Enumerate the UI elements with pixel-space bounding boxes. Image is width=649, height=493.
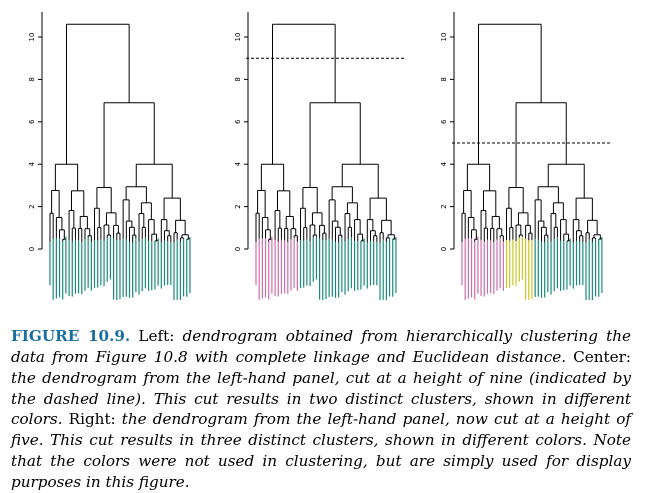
y-tick-label: 2	[28, 204, 36, 208]
y-tick-label: 6	[440, 119, 448, 124]
caption-left-text: dendrogram obtained from hierarchically …	[11, 327, 631, 366]
y-tick-label: 0	[28, 247, 36, 251]
y-tick-label: 8	[440, 77, 448, 81]
y-tick-label: 10	[234, 33, 242, 42]
y-tick-label: 4	[440, 161, 448, 166]
figure-label: FIGURE 10.9.	[11, 327, 131, 346]
y-tick-label: 6	[28, 119, 36, 124]
y-tick-label: 10	[28, 33, 36, 42]
y-tick-label: 0	[440, 247, 448, 251]
panel-left: 0 2 4 6 8 10	[28, 12, 191, 300]
y-tick-label: 6	[234, 119, 242, 124]
y-tick-label: 4	[234, 161, 242, 166]
caption-center-label: Center:	[566, 347, 631, 366]
y-tick-label: 8	[28, 77, 36, 81]
y-tick-label: 2	[440, 204, 448, 208]
caption-left-label: Left:	[130, 327, 183, 346]
y-tick-label: 4	[28, 161, 36, 166]
dendrogram-figure: 0 2 4 6 8 10 0 2 4 6 8 10 0 2 4 6 8 10	[28, 12, 610, 300]
y-tick-label: 10	[440, 33, 448, 42]
y-tick-label: 8	[234, 77, 242, 81]
panel-right: 0 2 4 6 8 10	[440, 12, 610, 300]
caption-right-label: Right:	[62, 410, 122, 429]
y-tick-label: 0	[234, 247, 242, 251]
panel-center: 0 2 4 6 8 10	[234, 12, 404, 300]
y-tick-label: 2	[234, 204, 242, 208]
dendrogram-panels: 0 2 4 6 8 10 0 2 4 6 8 10 0 2 4 6 8 10	[28, 12, 610, 300]
figure-caption: FIGURE 10.9. Left: dendrogram obtained f…	[11, 326, 631, 492]
caption-center-text: the dendrogram from the left-hand panel,…	[11, 368, 631, 429]
